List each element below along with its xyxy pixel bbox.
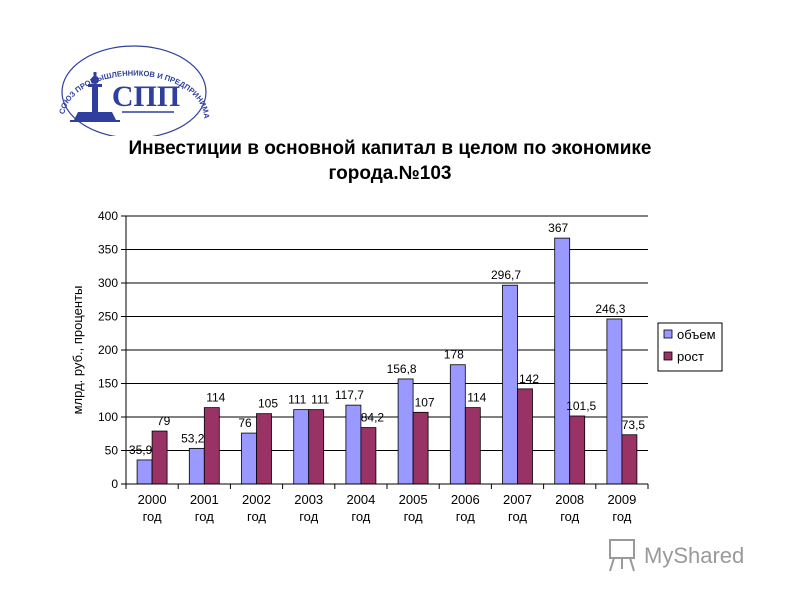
data-label: 142 (519, 372, 539, 386)
data-label: 246,3 (595, 302, 625, 316)
data-label: 114 (206, 391, 225, 405)
data-label: 84,2 (361, 411, 385, 425)
data-label: 53,2 (181, 431, 205, 445)
x-tick-label-year: 2005 (399, 492, 428, 507)
data-label: 73,5 (622, 418, 646, 432)
bar-объем (449, 364, 466, 485)
y-tick-label: 300 (98, 276, 118, 290)
x-tick-label-unit: год (508, 509, 527, 524)
watermark-text: MyShared (644, 543, 744, 568)
data-label: 107 (415, 395, 435, 409)
x-tick-label-year: 2006 (451, 492, 480, 507)
bar-объем (136, 459, 153, 485)
x-tick-label-year: 2003 (294, 492, 323, 507)
bar-объем (345, 404, 362, 485)
bar-рост (360, 427, 377, 485)
legend-swatch-объем (663, 329, 673, 339)
x-tick-label-year: 2009 (607, 492, 636, 507)
x-tick-label-unit: год (143, 509, 162, 524)
y-tick-label: 200 (98, 343, 118, 357)
x-tick-label-year: 2007 (503, 492, 532, 507)
data-label: 105 (258, 397, 278, 411)
bar-рост (621, 434, 638, 485)
legend-label-объем: объем (677, 327, 716, 342)
legend-label-рост: рост (677, 349, 704, 364)
organization-logo: СОЮЗ ПРОМЫШЛЕННИКОВ И ПРЕДПРИНИМАТЕЛЕЙ С… (50, 40, 210, 136)
data-label: 156,8 (387, 362, 417, 376)
bar-рост (569, 415, 586, 485)
bar-объем (188, 447, 205, 485)
bar-объем (397, 378, 414, 485)
y-tick-label: 0 (111, 477, 118, 491)
y-tick-label: 150 (98, 377, 118, 391)
x-tick-label-year: 2008 (555, 492, 584, 507)
x-tick-label-unit: год (404, 509, 423, 524)
y-axis-label: млрд. руб., проценты (70, 286, 85, 415)
bar-объем (502, 284, 518, 485)
y-tick-label: 350 (98, 243, 118, 257)
column-icon (70, 72, 120, 122)
y-tick-label: 50 (105, 444, 119, 458)
data-label: 117,7 (335, 388, 364, 402)
x-tick-label-year: 2002 (242, 492, 271, 507)
x-tick-label-unit: год (351, 509, 370, 524)
y-tick-label: 400 (98, 209, 118, 223)
data-label: 114 (467, 391, 486, 405)
axes (121, 215, 649, 489)
bar-рост (464, 407, 481, 485)
chart-title-line-1: Инвестиции в основной капитал в целом по… (128, 138, 652, 159)
bar-рост (151, 430, 168, 485)
watermark-logo: MyShared (609, 539, 744, 572)
bar-рост (308, 409, 325, 485)
chart-title-line-2: города.№103 (328, 163, 452, 184)
bar-рост (517, 388, 533, 485)
x-tick-label-year: 2000 (138, 492, 167, 507)
x-tick-labels: 2000 год 2001 год 2002 год 2003 год 2004 год 2005 г… (138, 492, 637, 524)
bar-рост (256, 413, 272, 485)
bar-объем (554, 237, 571, 485)
x-tick-label-year: 2001 (190, 492, 219, 507)
bar-рост (203, 407, 220, 485)
x-tick-label-unit: год (456, 509, 475, 524)
bar-объем (606, 318, 623, 485)
bars (136, 237, 638, 485)
data-label: 79 (157, 414, 171, 428)
x-tick-label-unit: год (247, 509, 266, 524)
data-label: 296,7 (491, 268, 521, 282)
bar-рост (412, 411, 429, 485)
data-label: 35,9 (129, 443, 153, 457)
data-label: 76 (238, 416, 252, 430)
logo-monogram: СПП (112, 80, 180, 113)
bar-объем (293, 409, 310, 485)
x-tick-label-year: 2004 (346, 492, 375, 507)
x-tick-label-unit: год (195, 509, 214, 524)
data-label: 101,5 (566, 399, 596, 413)
data-label: 111 (288, 393, 307, 407)
y-tick-label: 250 (98, 310, 118, 324)
chart-title: Инвестиции в основной капитал в целом по… (120, 136, 660, 186)
x-tick-label-unit: год (299, 509, 318, 524)
legend-swatch-рост (663, 351, 673, 361)
x-tick-label-unit: год (560, 509, 579, 524)
bar-объем (241, 432, 257, 485)
data-label: 178 (444, 348, 464, 362)
presentation-icon (609, 539, 635, 572)
y-tick-labels: 0 50 100 150 200 250 300 350 400 (98, 209, 118, 491)
x-tick-label-unit: год (612, 509, 631, 524)
legend: объем рост (657, 322, 723, 372)
data-label: 367 (548, 221, 568, 235)
y-tick-label: 100 (98, 410, 118, 424)
data-labels: 35,9 53,2 76 111 117,7 156,8 178 296,7 367 246,3 7… (129, 221, 645, 457)
data-label: 111 (311, 393, 330, 407)
